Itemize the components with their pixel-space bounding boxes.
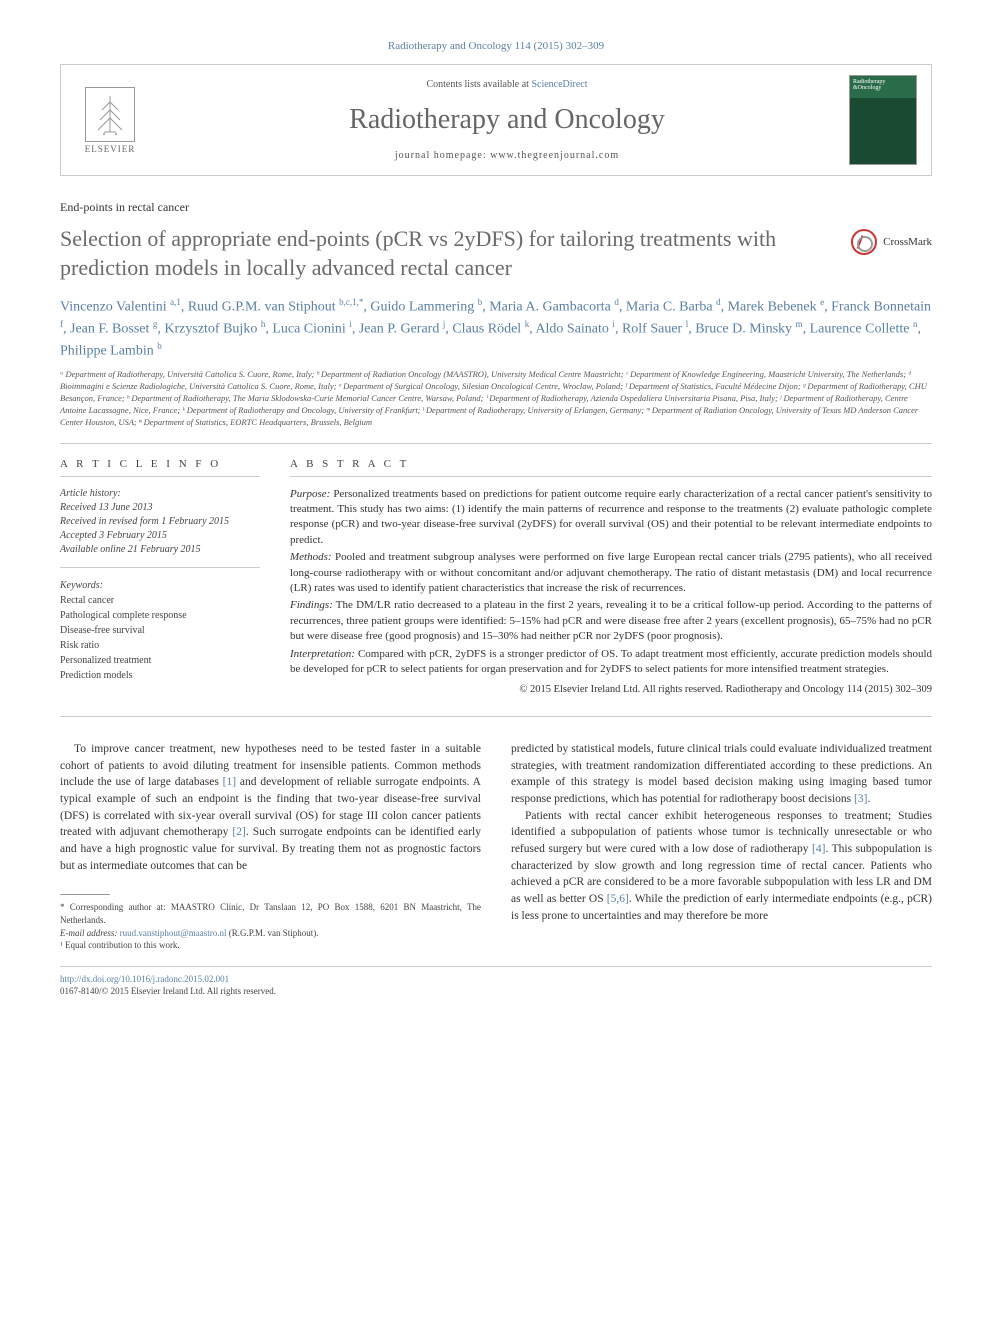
article-body: To improve cancer treatment, new hypothe… <box>60 741 932 952</box>
article-title: Selection of appropriate end-points (pCR… <box>60 225 831 282</box>
footnotes: * Corresponding author at: MAASTRO Clini… <box>60 901 481 951</box>
journal-reference: Radiotherapy and Oncology 114 (2015) 302… <box>60 40 932 52</box>
journal-cover-thumb[interactable]: Radiotherapy &Oncology <box>849 75 917 165</box>
footnote-separator <box>60 894 110 895</box>
homepage-url[interactable]: www.thegreenjournal.com <box>490 150 619 161</box>
citation-1[interactable]: [1] <box>223 776 236 788</box>
issn-copyright: 0167-8140/© 2015 Elsevier Ireland Ltd. A… <box>60 986 276 996</box>
email-line: E-mail address: ruud.vanstiphout@maastro… <box>60 927 481 940</box>
elsevier-tree-icon <box>85 87 135 142</box>
author-list: Vincenzo Valentini a,1, Ruud G.P.M. van … <box>60 296 932 361</box>
article-info-heading: A R T I C L E I N F O <box>60 458 260 477</box>
article-history: Article history: Received 13 June 2013 R… <box>60 487 260 568</box>
body-column-left: To improve cancer treatment, new hypothe… <box>60 741 481 952</box>
contents-line: Contents lists available at ScienceDirec… <box>165 79 849 90</box>
keywords: Keywords: Rectal cancer Pathological com… <box>60 578 260 683</box>
body-column-right: predicted by statistical models, future … <box>511 741 932 952</box>
sciencedirect-link[interactable]: ScienceDirect <box>531 79 587 90</box>
citation-3[interactable]: [3] <box>854 793 867 805</box>
abstract-panel: A B S T R A C T Purpose: Personalized tr… <box>290 458 932 698</box>
corresponding-author-note: * Corresponding author at: MAASTRO Clini… <box>60 901 481 926</box>
elsevier-logo[interactable]: ELSEVIER <box>75 80 145 160</box>
citation-4[interactable]: [4] <box>812 843 825 855</box>
elsevier-label: ELSEVIER <box>85 144 136 154</box>
crossmark-badge[interactable]: CrossMark <box>851 229 932 255</box>
crossmark-icon <box>851 229 877 255</box>
doi-link[interactable]: http://dx.doi.org/10.1016/j.radonc.2015.… <box>60 974 229 984</box>
abstract-heading: A B S T R A C T <box>290 458 932 477</box>
affiliations: ᵃ Department of Radiotherapy, Università… <box>60 369 932 443</box>
abstract-body: Purpose: Personalized treatments based o… <box>290 487 932 698</box>
author-email-link[interactable]: ruud.vanstiphout@maastro.nl <box>120 928 227 938</box>
doi-footer: http://dx.doi.org/10.1016/j.radonc.2015.… <box>60 973 932 998</box>
article-type: End-points in rectal cancer <box>60 200 932 215</box>
article-info-panel: A R T I C L E I N F O Article history: R… <box>60 458 260 698</box>
journal-name: Radiotherapy and Oncology <box>165 104 849 136</box>
footer-separator <box>60 966 932 967</box>
crossmark-label: CrossMark <box>883 236 932 248</box>
journal-homepage: journal homepage: www.thegreenjournal.co… <box>165 150 849 161</box>
citation-5-6[interactable]: [5,6] <box>607 893 629 905</box>
journal-header: ELSEVIER Contents lists available at Sci… <box>60 64 932 176</box>
citation-2[interactable]: [2] <box>232 826 245 838</box>
abstract-copyright: © 2015 Elsevier Ireland Ltd. All rights … <box>290 683 932 698</box>
equal-contribution-note: ¹ Equal contribution to this work. <box>60 939 481 952</box>
